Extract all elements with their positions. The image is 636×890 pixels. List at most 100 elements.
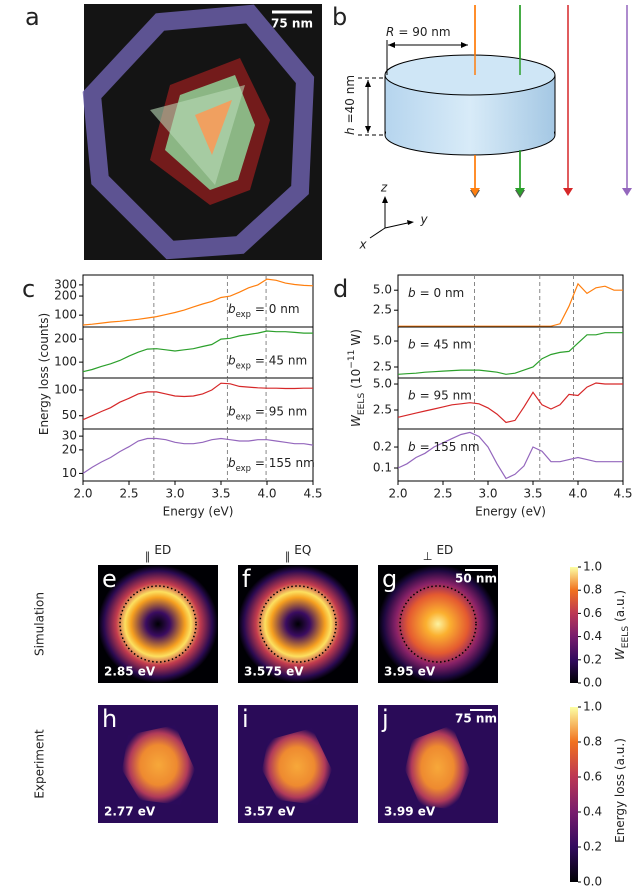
colorbar-label: WEELS (a.u.) [613,590,631,660]
annotation: b = 155 nm [408,440,480,454]
energy-label: 3.99 eV [384,805,436,819]
panel-label: a [25,3,40,31]
panel-label: h [102,705,117,733]
symbol: b [408,337,416,351]
colorbar-tick-label: 0.2 [583,652,602,666]
colorbar-tick-label: 0.6 [583,606,602,620]
line-series [82,437,314,474]
y-tick-label: 10 [62,466,77,480]
y-tick-label: 0.2 [373,440,392,454]
y-tick-label: 100 [54,308,77,322]
y-tick-label: 20 [62,442,77,456]
text: (a.u.) [613,590,627,622]
colorbar-tick-label: 1.0 [583,560,602,574]
x-tick-label: 4.0 [257,487,276,501]
panel-label: d [333,275,348,303]
panel-label: f [242,565,251,593]
colorbar-tick-label: 0.8 [583,583,602,597]
symbol: W [613,647,627,660]
line-series [82,382,313,421]
energy-label: 2.77 eV [104,805,156,819]
plot-frame [397,428,624,482]
colorbar-tick-label: 0.0 [583,875,602,889]
symbol: R [386,25,394,39]
annotation: bexp = 95 nm [228,404,307,421]
line-series [82,330,313,373]
colorbar-tick-label: 0.4 [583,629,602,643]
subscript: exp [236,309,251,319]
colorbar-tick-label: 0.4 [583,805,602,819]
x-tick-label: 2.0 [388,487,407,501]
x-tick-label: 4.0 [568,487,587,501]
subscript: exp [236,411,251,421]
text: ED [436,543,453,557]
y-tick-label: 100 [54,382,77,396]
line-series [82,278,314,326]
symbol: b [228,404,236,418]
x-tick-label: 3.0 [165,487,184,501]
row-header: Experiment [33,729,47,799]
y-tick-label: 300 [54,277,77,291]
text: Energy loss (counts) [37,313,51,435]
colorbar-tick-label: 0.8 [583,735,602,749]
x-tick-label: 4.5 [613,487,632,501]
axis-letter: z [380,181,388,195]
y-tick-label: 5.0 [373,377,392,391]
text: = 155 nm [255,456,315,470]
y-tick-label: 30 [62,429,77,443]
text: Energy loss (a.u.) [613,738,627,843]
column-header: ⊥ ED [423,543,454,563]
text: = 95 nm [420,388,472,402]
annotation: b = 0 nm [408,286,464,300]
y-tick-label: 5.0 [373,334,392,348]
symbol: b [228,456,236,470]
y-tick-label: 200 [54,332,77,346]
subscript: exp [236,463,251,473]
subscript: exp [236,360,251,370]
annotation: bexp = 155 nm [228,456,315,473]
panel-label: i [242,705,249,733]
y-tick-label: 2.5 [373,359,392,373]
energy-label: 3.575 eV [244,665,304,679]
panel-b [358,5,632,239]
plot-frame [397,274,624,328]
colorbar-tick-label: 0.0 [583,676,602,690]
y-tick-label: 2.5 [373,303,392,317]
text: ED [154,543,171,557]
text: = 0 nm [255,302,300,316]
subscript: EELS [357,393,367,416]
symbol: b [228,353,236,367]
annotation: b = 95 nm [408,388,472,402]
x-tick-label: 3.5 [523,487,542,501]
text-end: W) [349,329,363,346]
panel-label: b [332,3,347,31]
energy-label: 2.85 eV [104,665,156,679]
scale-bar-label: 50 nm [455,572,497,586]
symbol: h [343,127,357,135]
x-axis-label: Energy (eV) [163,505,234,519]
colorbar-label: Energy loss (a.u.) [613,738,627,843]
column-header: ∥ ED [145,543,171,563]
panel-label: c [22,275,35,303]
axis-letter: x [358,238,367,252]
y-tick-label: 0.1 [373,461,392,475]
line-series [397,382,623,424]
y-tick-label: 200 [54,289,77,303]
line-series [397,431,623,480]
colorbar-tick-label: 1.0 [583,700,602,714]
annotation: b = 45 nm [408,337,472,351]
text: = 0 nm [420,286,465,300]
text: = 95 nm [255,404,307,418]
superscript: −11 [347,350,357,369]
x-axis-label: Energy (eV) [475,505,546,519]
colorbar-tick-label: 0.6 [583,770,602,784]
text: = 45 nm [255,353,307,367]
colorbar-tick-label: 0.2 [583,840,602,854]
panel-a [82,4,322,260]
annotation: bexp = 45 nm [228,353,307,370]
column-header: ∥ EQ [285,543,312,563]
panel-label: e [102,565,117,593]
energy-label: 3.95 eV [384,665,436,679]
height-label: h =40 nm [343,75,357,135]
y-tick-label: 2.5 [373,402,392,416]
